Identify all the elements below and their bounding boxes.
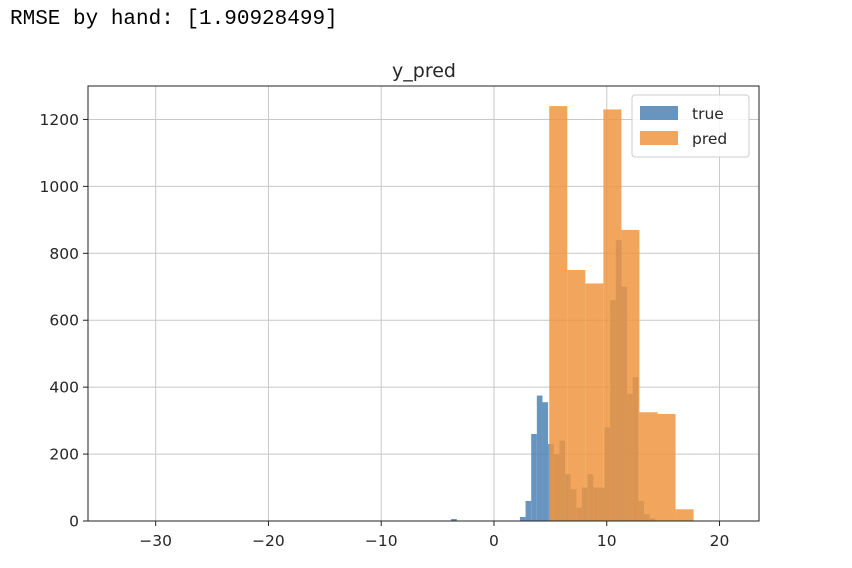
histogram-bar-pred xyxy=(585,283,604,521)
histogram-bar-pred xyxy=(603,109,622,521)
histogram-bars xyxy=(451,106,694,522)
histogram-bar-true xyxy=(542,402,549,521)
legend-swatch-true xyxy=(640,106,678,120)
legend: true pred xyxy=(631,94,750,158)
y-tick-label: 600 xyxy=(49,312,79,330)
x-tick-label: −30 xyxy=(139,532,172,550)
histogram-bar-pred xyxy=(621,229,640,521)
legend-label-pred: pred xyxy=(692,130,727,148)
rmse-output-text: RMSE by hand: [1.90928499] xyxy=(10,8,338,31)
histogram-bar-true xyxy=(451,518,457,521)
x-tick-label: 20 xyxy=(710,532,730,550)
histogram-bar-pred xyxy=(549,106,568,522)
histogram-bar-pred xyxy=(675,509,694,521)
axes-frame xyxy=(87,85,760,522)
x-tick-label: −10 xyxy=(365,532,398,550)
chart-title: y_pred xyxy=(392,60,456,82)
histogram-bar-true xyxy=(525,500,532,521)
histogram-bar-true xyxy=(536,395,543,521)
series-pred-bars xyxy=(549,106,694,522)
histogram-bar-true xyxy=(519,516,526,521)
y-tick-label: 400 xyxy=(49,379,79,397)
histogram-bar-pred xyxy=(639,412,658,521)
x-tick-label: 10 xyxy=(597,532,617,550)
y-tick-label: 200 xyxy=(49,446,79,464)
histogram-bar-true xyxy=(531,434,537,521)
histogram-bar-pred xyxy=(567,270,586,521)
x-tick-label: 0 xyxy=(489,532,499,550)
histogram-bar-pred xyxy=(657,413,676,521)
legend-swatch-pred xyxy=(640,131,678,145)
legend-label-true: true xyxy=(692,105,724,123)
y-tick-label: 1000 xyxy=(40,178,79,196)
y-tick-label: 800 xyxy=(49,245,79,263)
y-tick-label: 0 xyxy=(69,513,79,531)
y-tick-label: 1200 xyxy=(40,111,79,129)
legend-box xyxy=(631,94,750,158)
x-tick-label: −20 xyxy=(252,532,285,550)
